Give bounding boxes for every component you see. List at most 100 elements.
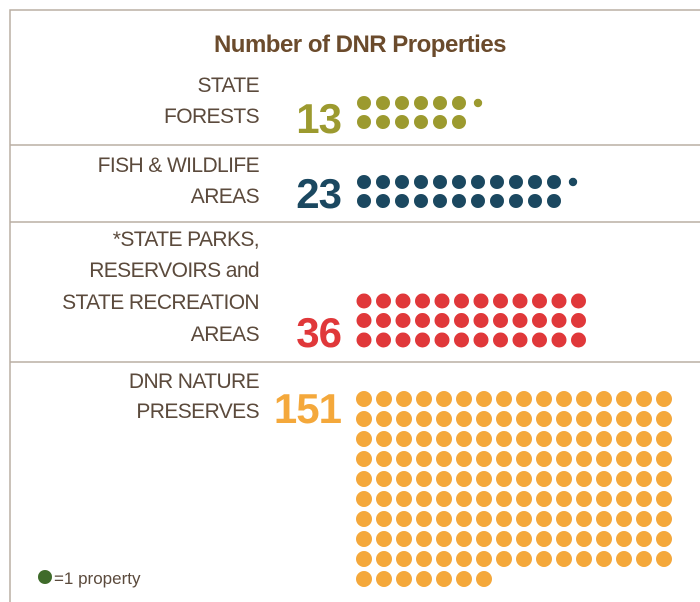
dot (656, 451, 672, 467)
dot (436, 531, 452, 547)
dot (436, 431, 452, 447)
dot (576, 451, 592, 467)
dot (416, 571, 432, 587)
dot (376, 332, 391, 348)
dot (456, 531, 472, 547)
dot (516, 451, 532, 467)
dot (476, 471, 492, 487)
dot (636, 531, 652, 547)
category-label: AREAS (191, 185, 260, 208)
dot (436, 411, 452, 427)
dot (616, 491, 632, 507)
dot (395, 313, 411, 328)
dot (656, 511, 672, 527)
dot (356, 313, 372, 328)
dot (616, 511, 632, 527)
dot (456, 511, 472, 527)
dot (395, 194, 409, 208)
dot (415, 293, 430, 309)
value-label: 23 (296, 170, 341, 217)
dot (551, 293, 567, 309)
dot (616, 451, 632, 467)
dot (490, 175, 504, 189)
dot (436, 511, 452, 527)
dot (473, 98, 483, 108)
dot (656, 531, 672, 547)
dot (516, 531, 532, 547)
dot (414, 115, 428, 129)
dot (376, 194, 390, 208)
dot (396, 471, 412, 487)
dot (496, 531, 512, 547)
dot (356, 431, 372, 447)
dot (471, 194, 485, 208)
dot (576, 551, 592, 567)
dot (436, 451, 452, 467)
dot (616, 531, 632, 547)
dot (433, 194, 447, 208)
dot (395, 115, 409, 129)
dot (456, 551, 472, 567)
dot (509, 194, 523, 208)
dot (436, 391, 452, 407)
dot (512, 293, 528, 309)
category-label: FISH & WILDLIFE (98, 154, 260, 177)
category-label: PRESERVES (136, 400, 259, 423)
dot (454, 313, 469, 328)
dot (433, 115, 447, 129)
dot (376, 431, 392, 447)
dot (356, 411, 372, 427)
dot (536, 411, 552, 427)
dot (536, 551, 552, 567)
dot (452, 194, 466, 208)
dot (471, 175, 485, 189)
dot (496, 391, 512, 407)
dot (516, 411, 532, 427)
dot (476, 431, 492, 447)
dot (395, 293, 411, 309)
dot (356, 293, 372, 309)
dot (473, 332, 489, 348)
dot (476, 491, 492, 507)
dot (516, 471, 532, 487)
dot (512, 332, 528, 348)
dot (396, 451, 412, 467)
dot (636, 411, 652, 427)
dot (376, 491, 392, 507)
dot (596, 491, 612, 507)
dot (551, 313, 567, 328)
dot (571, 332, 586, 348)
dot (496, 471, 512, 487)
dot (656, 551, 672, 567)
dot (556, 511, 572, 527)
dot (636, 551, 652, 567)
dot (454, 332, 469, 348)
dot (396, 491, 412, 507)
dot (556, 451, 572, 467)
dot (532, 293, 547, 309)
dot (528, 175, 542, 189)
dot (516, 491, 532, 507)
dot (616, 551, 632, 567)
dot (576, 491, 592, 507)
dot (536, 471, 552, 487)
dot (528, 194, 542, 208)
dot (436, 491, 452, 507)
dot (556, 471, 572, 487)
dot (476, 451, 492, 467)
dot (656, 411, 672, 427)
dot (356, 551, 372, 567)
dot (396, 431, 412, 447)
category-label: STATE (197, 74, 259, 97)
dot (356, 332, 372, 348)
dot (516, 551, 532, 567)
dot (547, 194, 561, 208)
dot (436, 571, 452, 587)
dot (476, 571, 492, 587)
dot (356, 531, 372, 547)
dot (416, 551, 432, 567)
dot (357, 115, 371, 129)
dot (556, 411, 572, 427)
dot (414, 175, 428, 189)
